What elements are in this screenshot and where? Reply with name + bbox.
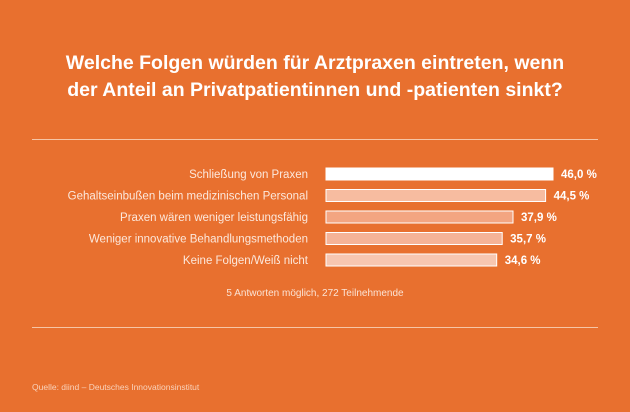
category-label: Schließung von Praxen [189, 169, 308, 181]
category-label: Weniger innovative Behandlungsmethoden [89, 234, 308, 246]
chart-title-line-1: Welche Folgen würden für Arztpraxen eint… [65, 52, 565, 74]
category-label: Keine Folgen/Weiß nicht [183, 255, 309, 267]
chart-note: 5 Antworten möglich, 272 Teilnehmende [226, 288, 404, 299]
value-label: 44,5 % [554, 191, 590, 203]
value-label: 46,0 % [561, 169, 597, 181]
bar [325, 210, 514, 224]
category-label: Praxen wären weniger leistungsfähig [120, 212, 308, 224]
value-label: 35,7 % [510, 234, 546, 246]
bottom-divider [32, 327, 598, 328]
category-label: Gehaltseinbußen beim medizinischen Perso… [68, 191, 308, 203]
source-note: Quelle: diind – Deutsches Innovationsins… [32, 382, 200, 392]
bar [325, 167, 554, 181]
top-divider [32, 139, 598, 140]
value-label: 37,9 % [521, 212, 557, 224]
bar [325, 232, 503, 245]
chart-title-line-2: der Anteil an Privatpatientinnen und -pa… [67, 79, 563, 101]
chart-title: Welche Folgen würden für Arztpraxen eint… [0, 50, 630, 104]
value-label: 34,6 % [505, 255, 541, 267]
bar [325, 189, 547, 202]
bar [325, 253, 498, 267]
